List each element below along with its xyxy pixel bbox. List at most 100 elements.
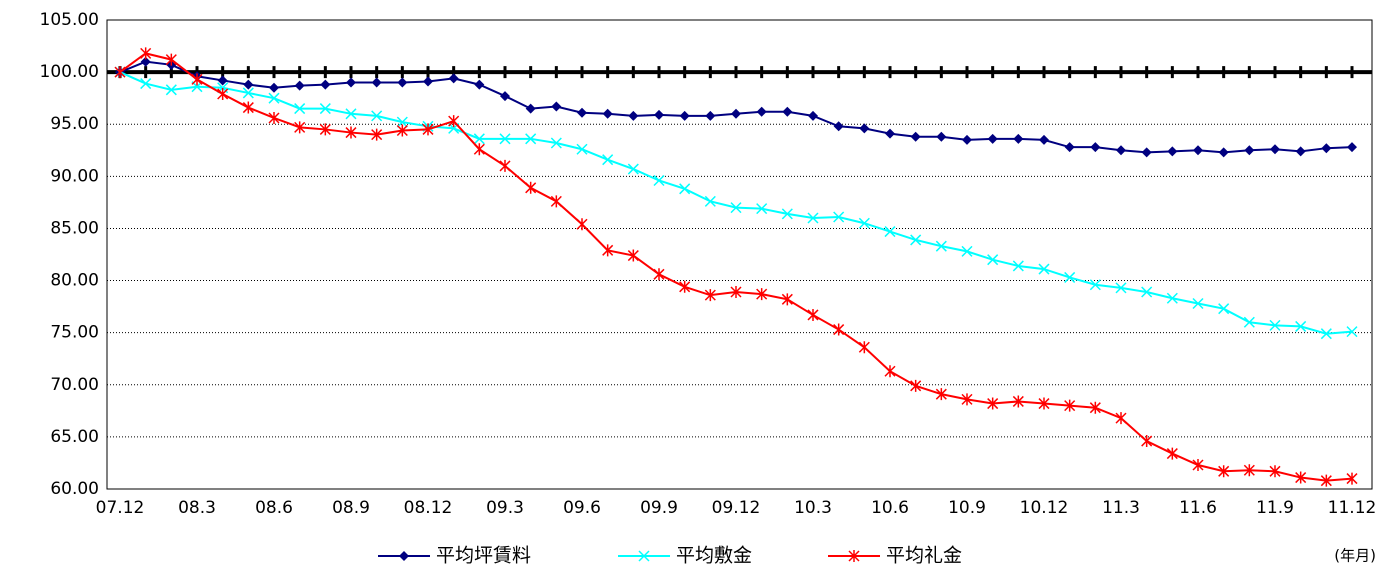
marker [319,103,331,115]
x-tick-label: 11.12 [1328,498,1377,518]
marker [1269,319,1281,331]
x-tick-label: 11.9 [1256,498,1294,518]
marker [345,126,357,139]
marker [320,79,331,90]
marker [576,143,588,155]
marker [756,203,768,215]
marker [346,77,356,88]
marker [1192,297,1204,310]
marker [397,77,408,88]
x-tick-label: 09.9 [640,498,678,518]
marker [782,106,793,117]
marker [294,103,306,115]
marker [576,218,588,231]
marker [217,87,229,100]
marker [730,202,742,214]
marker [1244,145,1255,156]
marker [1193,145,1203,156]
marker [1115,412,1127,425]
x-tick-label: 11.6 [1179,498,1217,518]
y-tick-label: 90.00 [50,166,99,186]
marker [345,108,357,120]
marker [499,133,511,145]
marker [371,128,383,141]
marker [499,159,511,172]
plot-frame [106,19,1373,490]
marker [525,181,537,194]
marker [1116,145,1126,156]
x-tick-label: 09.12 [712,498,761,518]
marker [961,245,973,257]
marker [808,110,818,121]
legend-marker [638,550,650,562]
marker [268,92,280,104]
marker [140,78,152,90]
marker [858,217,870,229]
x-tick-label: 08.12 [404,498,453,518]
x-tick-label: 08.3 [178,498,216,518]
legend-label: 平均礼金 [886,545,962,567]
marker [1243,316,1255,328]
marker [1038,263,1050,275]
marker [807,212,819,224]
marker [987,254,999,266]
marker [602,244,614,257]
marker [1090,142,1101,153]
marker [1346,472,1358,485]
y-tick-label: 70.00 [50,375,99,395]
marker [756,106,767,117]
marker [679,110,690,121]
marker [242,87,254,99]
marker [781,293,793,306]
x-tick-label: 10.3 [794,498,832,518]
marker [1218,147,1229,158]
marker [1115,282,1127,294]
marker [371,110,383,122]
marker [910,131,921,142]
y-tick-label: 80.00 [50,271,99,291]
marker [550,195,562,208]
marker [268,111,280,124]
marker [1038,397,1050,410]
marker [423,76,433,87]
marker [1295,146,1306,157]
marker [679,280,691,293]
marker [1013,133,1024,144]
marker [1320,474,1332,487]
marker [140,47,152,60]
marker [679,183,691,195]
marker [1166,292,1178,304]
marker [474,79,485,90]
marker [191,73,203,86]
x-tick-label: 07.12 [96,498,145,518]
marker [704,195,716,207]
marker [987,133,998,144]
marker [731,108,741,119]
marker [859,123,870,134]
marker [165,53,177,66]
marker [858,341,870,354]
x-tick-label: 09.6 [563,498,601,518]
marker [1064,271,1076,283]
marker [885,128,895,139]
marker [577,107,587,118]
marker [217,75,228,86]
marker [833,211,845,223]
marker [1347,142,1357,153]
x-tick-label: 10.12 [1020,498,1069,518]
y-tick-label: 85.00 [50,218,99,238]
marker [602,154,614,166]
marker [756,288,768,301]
marker [1141,147,1152,158]
marker [602,108,613,119]
marker [448,73,459,84]
marker [705,110,716,121]
marker [653,268,665,281]
legend-label: 平均敷金 [676,545,752,567]
marker [500,91,510,102]
marker [422,123,434,136]
x-tick-label: 09.3 [486,498,524,518]
marker [140,56,151,67]
marker [473,143,485,156]
marker [448,115,460,128]
